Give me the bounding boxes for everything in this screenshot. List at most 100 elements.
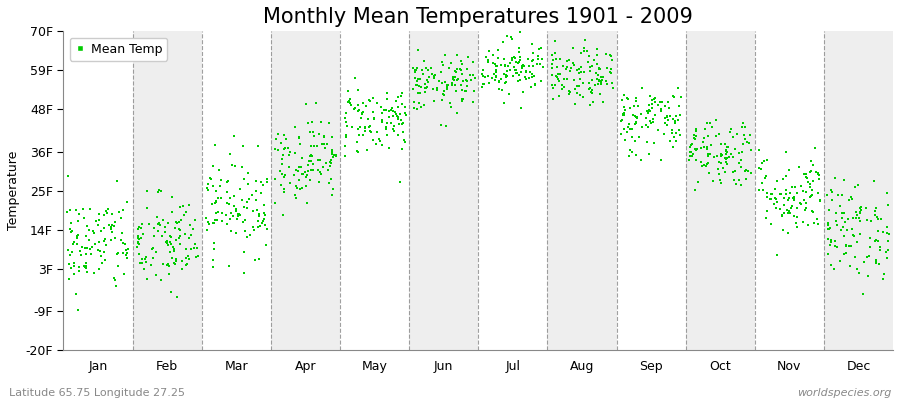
Point [252,213,266,220]
Point [292,133,306,140]
Point [259,242,274,248]
Point [811,170,825,176]
Point [777,210,791,216]
Point [362,97,376,103]
Point [61,247,76,254]
Point [508,59,523,66]
Point [351,149,365,155]
Point [720,144,734,150]
Point [436,80,450,86]
Point [395,90,410,97]
Point [507,54,521,60]
Point [559,66,573,72]
Point [743,147,758,153]
Point [174,216,188,223]
Point [353,123,367,130]
Point [292,135,306,141]
Point [805,192,819,199]
Point [718,169,733,175]
Point [599,65,614,71]
Point [683,152,698,159]
Point [68,260,82,266]
Point [852,218,867,224]
Point [512,54,526,60]
Point [665,127,680,133]
Point [174,204,188,210]
Point [448,88,463,94]
Point [220,221,234,227]
Point [399,112,413,118]
Point [463,72,477,78]
Point [738,168,752,174]
Point [163,248,177,255]
Point [617,107,632,114]
Point [648,95,662,101]
Point [708,117,723,124]
Point [489,69,503,75]
Point [639,122,653,128]
Point [582,86,597,92]
Bar [202,31,271,350]
Point [670,130,684,136]
Point [500,79,514,86]
Point [86,228,101,234]
Point [684,148,698,155]
Point [688,187,702,193]
Point [615,118,629,124]
Point [274,140,289,146]
Point [444,60,458,66]
Point [289,182,303,189]
Point [605,80,619,86]
Point [108,219,122,225]
Point [754,160,769,167]
Point [714,141,728,148]
Point [64,264,78,271]
Point [222,195,237,201]
Point [752,187,767,193]
Point [213,177,228,183]
Point [823,242,837,248]
Point [515,62,529,69]
Point [394,117,409,123]
Point [226,213,240,219]
Point [717,141,732,148]
Point [829,218,843,224]
Point [168,219,183,226]
Point [689,147,704,153]
Point [475,81,490,87]
Point [822,236,836,242]
Point [160,262,175,268]
Point [448,74,463,81]
Point [190,244,204,251]
Bar [410,31,478,350]
Point [241,170,256,176]
Point [852,231,867,238]
Point [176,203,191,209]
Point [248,257,262,264]
Point [803,194,817,200]
Point [622,153,636,159]
Point [239,234,254,241]
Point [144,246,158,252]
Point [105,210,120,217]
Point [772,191,787,198]
Point [789,190,804,196]
Point [175,258,189,264]
Point [169,256,184,262]
Point [752,165,766,171]
Point [714,150,728,157]
Point [497,99,511,106]
Point [437,52,452,58]
Point [743,170,758,176]
Point [292,164,306,170]
Point [436,91,450,97]
Point [709,153,724,160]
Point [630,115,644,122]
Point [571,83,585,89]
Point [638,114,652,121]
Point [512,76,526,83]
Point [697,144,711,150]
Point [213,183,228,189]
Point [700,152,715,159]
Point [526,56,540,63]
